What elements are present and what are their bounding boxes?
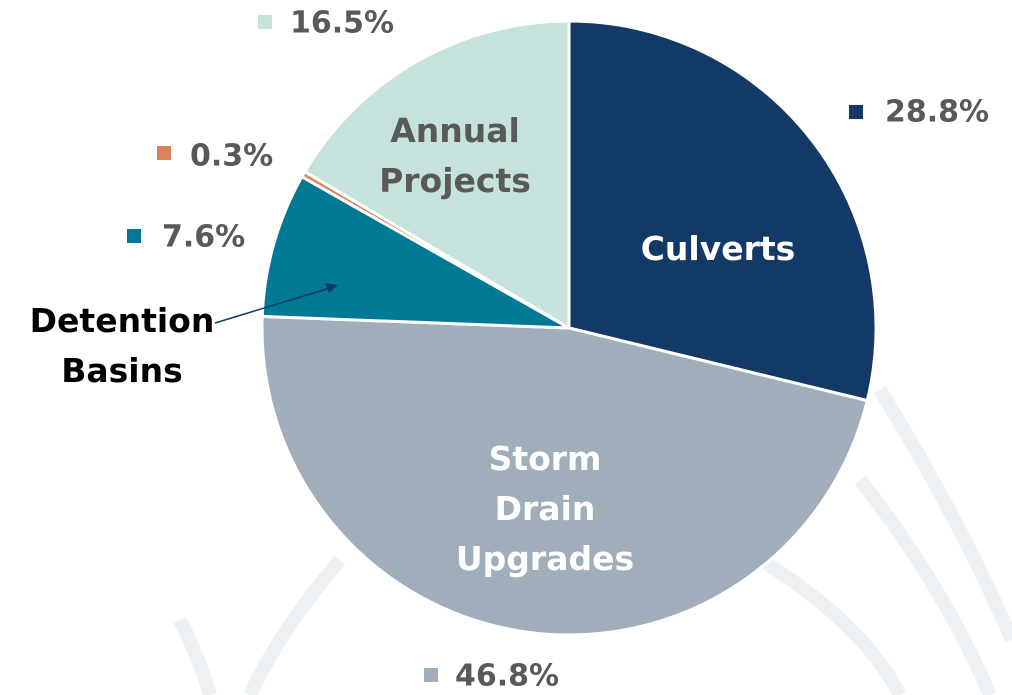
- value-label: 7.6%: [162, 220, 245, 255]
- decor-arc: [854, 475, 997, 695]
- legend-swatch: [127, 229, 141, 243]
- legend-swatch: [157, 146, 171, 160]
- pie-slice: [303, 19, 571, 330]
- decor-arc: [173, 616, 217, 695]
- pie-slice: [567, 19, 878, 403]
- value-label: 28.8%: [885, 95, 989, 130]
- decor-arc: [243, 555, 346, 695]
- decor-arc: [874, 386, 1012, 643]
- pie: [260, 19, 878, 637]
- value-label: 16.5%: [290, 6, 394, 41]
- value-label: 46.8%: [455, 659, 559, 694]
- labels: 28.8% Culverts 46.8% Storm Drain Upgrades 7.6%…: [30, 6, 989, 694]
- category-label: Storm Drain Upgrades: [456, 439, 634, 578]
- pie-slice: [260, 175, 571, 330]
- legend-swatch: [424, 668, 438, 682]
- decor-arc: [756, 553, 907, 695]
- pie-slice: [260, 314, 869, 637]
- leader-line: [214, 287, 331, 324]
- leader-arrowhead: [325, 283, 338, 293]
- category-label: Annual Projects: [379, 111, 531, 200]
- category-label: Culverts: [641, 229, 796, 268]
- legend-swatch: [258, 15, 272, 29]
- category-label: Detention Basins: [30, 301, 215, 390]
- value-label: 0.3%: [190, 139, 273, 174]
- legend-swatch: [849, 105, 863, 119]
- background-decoration: [173, 386, 1012, 695]
